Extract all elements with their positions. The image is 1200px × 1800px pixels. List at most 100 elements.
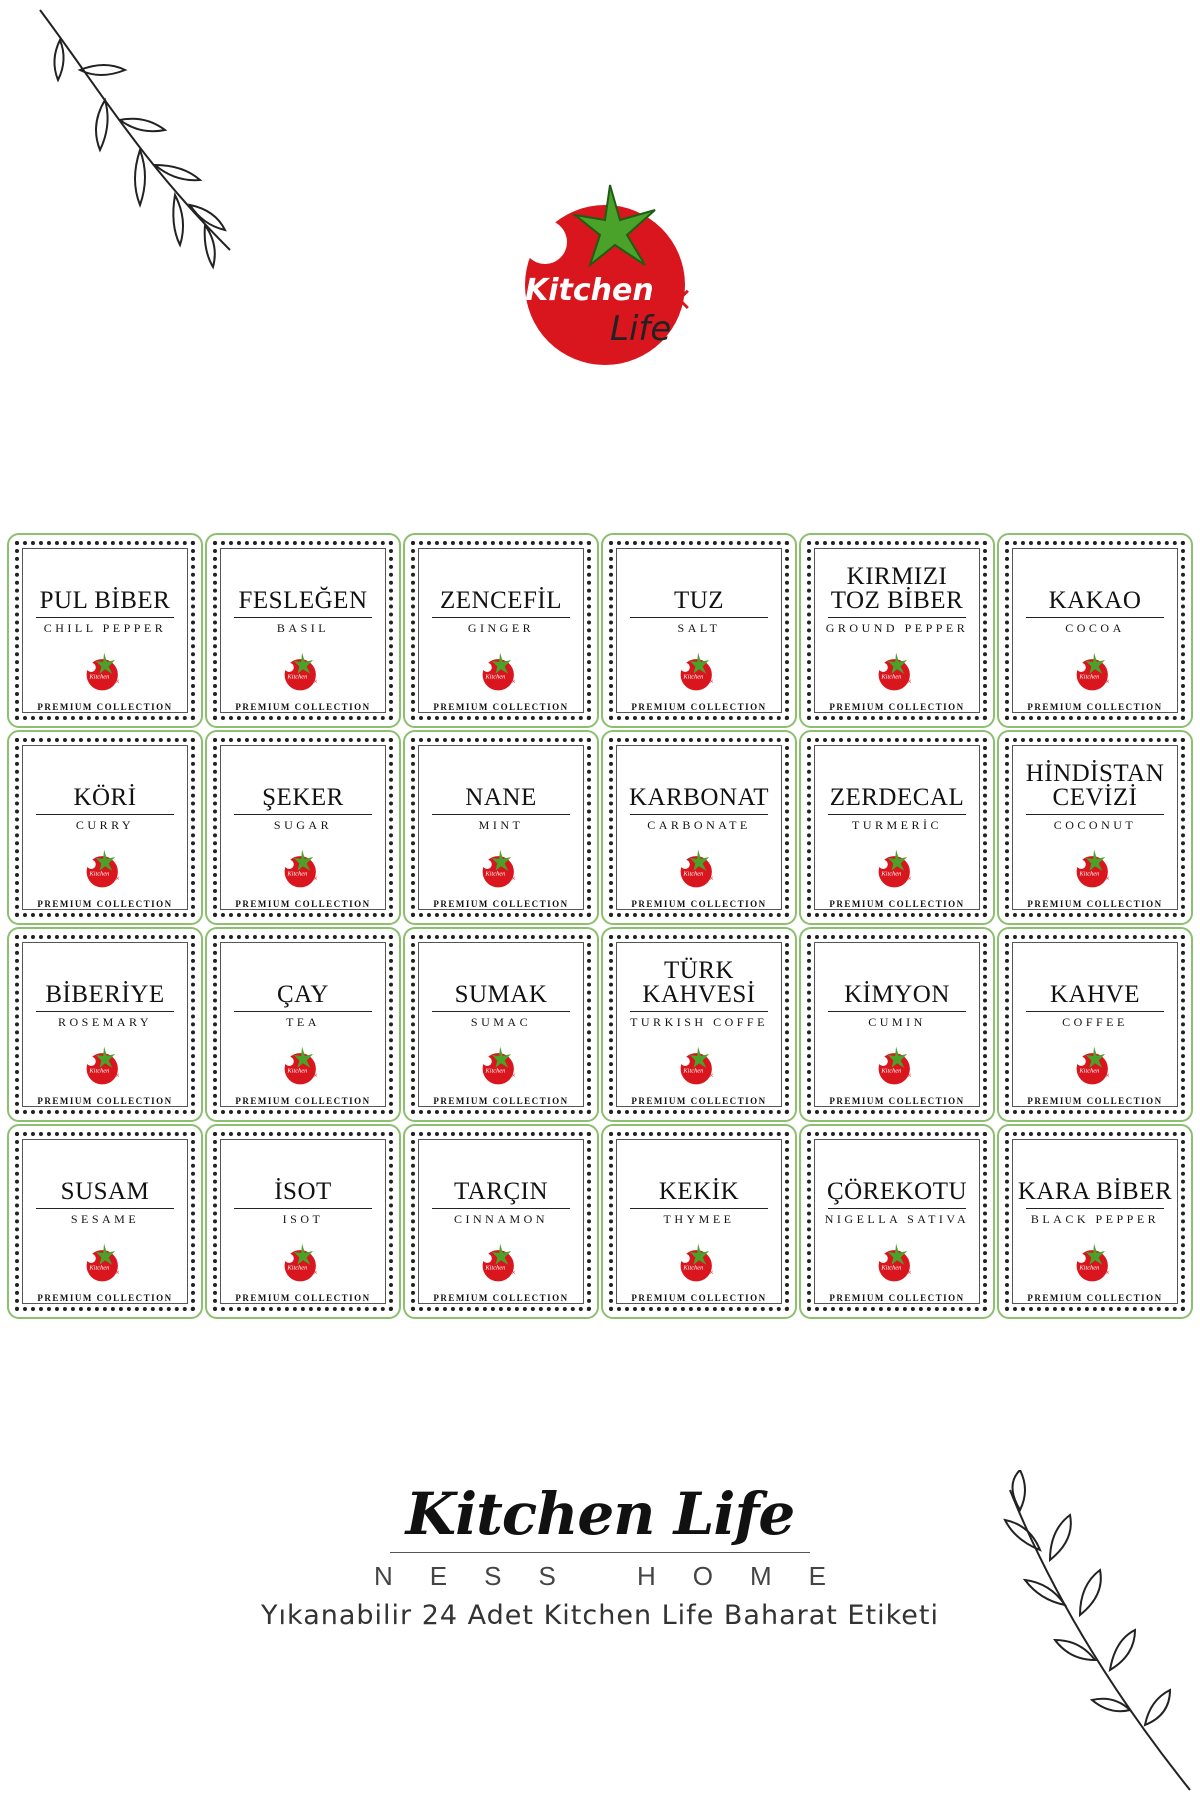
mini-tomato-logo-icon: Kitchen × — [680, 1243, 714, 1282]
svg-text:×: × — [115, 1071, 120, 1080]
spice-name-turkish: ÇÖREKOTU — [826, 1178, 968, 1205]
svg-text:Kitchen: Kitchen — [484, 673, 505, 680]
mini-tomato-logo-icon: Kitchen × — [284, 652, 318, 691]
label-divider — [36, 1208, 174, 1209]
label-zigzag-frame: KİMYON CUMIN Kitchen × PREMIUM COLLECTION — [807, 935, 987, 1114]
spice-name-english: SESAME — [70, 1212, 140, 1226]
svg-text:×: × — [115, 1268, 120, 1277]
spice-name-turkish: ÇAY — [277, 981, 329, 1008]
label-divider — [234, 617, 372, 618]
label-zigzag-frame: KÖRİ CURRY Kitchen × PREMIUM COLLECTION — [15, 738, 195, 917]
label-zigzag-frame: BİBERİYE ROSEMARY Kitchen × PREMIUM COLLECTI… — [15, 935, 195, 1114]
svg-text:×: × — [1105, 1071, 1110, 1080]
spice-name-turkish: ŞEKER — [262, 784, 344, 811]
premium-collection-text: PREMIUM COLLECTION — [235, 1096, 371, 1106]
spice-name-english: GROUND PEPPER — [825, 621, 969, 635]
premium-collection-text: PREMIUM COLLECTION — [37, 899, 173, 909]
spice-label-card: KIRMIZI TOZ BİBER GROUND PEPPER Kitchen × PR… — [799, 533, 995, 728]
label-divider — [1026, 814, 1164, 815]
spice-name-turkish: HİNDİSTAN CEVİZİ — [1025, 760, 1165, 811]
mini-tomato-logo-icon: Kitchen × — [680, 1046, 714, 1085]
svg-text:×: × — [313, 677, 318, 686]
label-divider — [432, 814, 570, 815]
label-divider — [234, 1208, 372, 1209]
label-divider — [36, 617, 174, 618]
spice-label-card: BİBERİYE ROSEMARY Kitchen × PREMIUM COLLECTI… — [7, 927, 203, 1122]
label-divider — [828, 1208, 966, 1209]
spice-name-turkish: ZENCEFİL — [439, 587, 563, 614]
svg-text:Kitchen: Kitchen — [682, 1264, 703, 1271]
svg-text:×: × — [511, 677, 516, 686]
label-divider — [234, 814, 372, 815]
spice-label-card: KARBONAT CARBONATE Kitchen × PREMIUM COLLECT… — [601, 730, 797, 925]
mini-tomato-logo-icon: Kitchen × — [86, 652, 120, 691]
spice-name-english: MINT — [478, 818, 524, 832]
spice-name-turkish: KÖRİ — [73, 784, 137, 811]
premium-collection-text: PREMIUM COLLECTION — [829, 1096, 965, 1106]
spice-label-grid: PUL BİBER CHILL PEPPER Kitchen × PREMIUM COL… — [6, 532, 1194, 1320]
svg-text:×: × — [1105, 874, 1110, 883]
svg-text:Kitchen: Kitchen — [1078, 870, 1099, 877]
mini-tomato-logo-icon: Kitchen × — [284, 1243, 318, 1282]
premium-collection-text: PREMIUM COLLECTION — [235, 702, 371, 712]
premium-collection-text: PREMIUM COLLECTION — [631, 1096, 767, 1106]
spice-label-card: TUZ SALT Kitchen × PREMIUM COLLECTION — [601, 533, 797, 728]
spice-name-english: TEA — [286, 1015, 320, 1029]
premium-collection-text: PREMIUM COLLECTION — [1027, 899, 1163, 909]
svg-text:×: × — [1105, 1268, 1110, 1277]
spice-name-english: BASIL — [276, 621, 330, 635]
premium-collection-text: PREMIUM COLLECTION — [1027, 1293, 1163, 1303]
svg-text:Kitchen: Kitchen — [88, 1067, 109, 1074]
spice-name-english: NIGELLA SATIVA — [824, 1212, 970, 1226]
svg-text:Kitchen: Kitchen — [880, 1067, 901, 1074]
svg-text:×: × — [907, 1268, 912, 1277]
spice-label-card: FESLEĞEN BASIL Kitchen × PREMIUM COLLECTION — [205, 533, 401, 728]
svg-text:×: × — [313, 1268, 318, 1277]
mini-tomato-logo-icon: Kitchen × — [680, 652, 714, 691]
spice-name-turkish: SUSAM — [60, 1178, 150, 1205]
label-divider — [630, 617, 768, 618]
mini-tomato-logo-icon: Kitchen × — [86, 1243, 120, 1282]
spice-name-turkish: KİMYON — [844, 981, 950, 1008]
mini-tomato-logo-icon: Kitchen × — [482, 652, 516, 691]
premium-collection-text: PREMIUM COLLECTION — [829, 899, 965, 909]
svg-text:×: × — [907, 1071, 912, 1080]
svg-text:Kitchen: Kitchen — [1078, 673, 1099, 680]
footer-brand: Kitchen Life NESS HOME Yıkanabilir 24 Ad… — [0, 1480, 1200, 1631]
svg-text:Kitchen: Kitchen — [682, 1067, 703, 1074]
label-zigzag-frame: İSOT ISOT Kitchen × PREMIUM COLLECTION — [213, 1132, 393, 1311]
mini-tomato-logo-icon: Kitchen × — [284, 1046, 318, 1085]
spice-name-english: SUGAR — [273, 818, 333, 832]
label-zigzag-frame: FESLEĞEN BASIL Kitchen × PREMIUM COLLECTION — [213, 541, 393, 720]
label-divider — [36, 814, 174, 815]
label-divider — [630, 1011, 768, 1012]
spice-name-english: COCONUT — [1053, 818, 1137, 832]
svg-text:Kitchen: Kitchen — [682, 673, 703, 680]
label-divider — [1026, 1208, 1164, 1209]
spice-name-turkish: KAKAO — [1048, 587, 1142, 614]
svg-text:×: × — [313, 1071, 318, 1080]
spice-label-card: SUMAK SUMAC Kitchen × PREMIUM COLLECTION — [403, 927, 599, 1122]
premium-collection-text: PREMIUM COLLECTION — [37, 1293, 173, 1303]
label-zigzag-frame: ŞEKER SUGAR Kitchen × PREMIUM COLLECTION — [213, 738, 393, 917]
svg-text:Kitchen: Kitchen — [286, 1264, 307, 1271]
brand-divider — [390, 1552, 810, 1553]
premium-collection-text: PREMIUM COLLECTION — [631, 702, 767, 712]
svg-text:Kitchen: Kitchen — [880, 870, 901, 877]
spice-label-card: TÜRK KAHVESİ TURKISH COFFE Kitchen × PREMIUM… — [601, 927, 797, 1122]
label-divider — [432, 1011, 570, 1012]
label-zigzag-frame: SUSAM SESAME Kitchen × PREMIUM COLLECTION — [15, 1132, 195, 1311]
label-divider — [234, 1011, 372, 1012]
label-zigzag-frame: TÜRK KAHVESİ TURKISH COFFE Kitchen × PREMIUM… — [609, 935, 789, 1114]
svg-text:Kitchen: Kitchen — [484, 870, 505, 877]
mini-tomato-logo-icon: Kitchen × — [878, 1243, 912, 1282]
label-divider — [1026, 1011, 1164, 1012]
spice-label-card: ZERDECAL TURMERİC Kitchen × PREMIUM COLLECTI… — [799, 730, 995, 925]
mini-tomato-logo-icon: Kitchen × — [1076, 652, 1110, 691]
leaf-branch-illustration-bottom — [1003, 1470, 1191, 1791]
spice-name-turkish: FESLEĞEN — [238, 587, 368, 614]
product-tagline: Yıkanabilir 24 Adet Kitchen Life Baharat… — [261, 1600, 939, 1631]
svg-text:Kitchen: Kitchen — [484, 1067, 505, 1074]
logo-word-kitchen: Kitchen — [525, 273, 654, 308]
spice-label-card: ŞEKER SUGAR Kitchen × PREMIUM COLLECTION — [205, 730, 401, 925]
